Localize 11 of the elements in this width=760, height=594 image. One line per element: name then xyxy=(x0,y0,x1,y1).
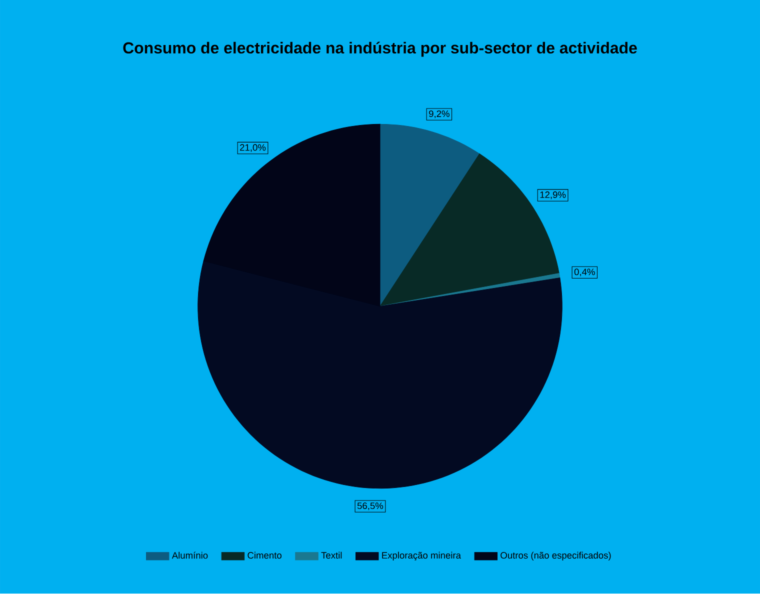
data-label: 21,0% xyxy=(240,144,266,152)
legend-label: Cimento xyxy=(248,552,282,559)
legend-label: Outros (não especificados) xyxy=(500,552,611,561)
legend-label: Textil xyxy=(321,552,342,559)
legend-label: Exploração mineira xyxy=(382,552,461,561)
data-label: 0,4% xyxy=(574,268,595,276)
data-label: 9,2% xyxy=(429,110,450,118)
chart-title: Consumo de electricidade na indústria por sub-sector de actividade xyxy=(123,42,637,57)
data-label: 12,9% xyxy=(540,192,566,200)
legend-label: Alumínio xyxy=(172,552,208,559)
data-label: 56,5% xyxy=(357,502,384,510)
